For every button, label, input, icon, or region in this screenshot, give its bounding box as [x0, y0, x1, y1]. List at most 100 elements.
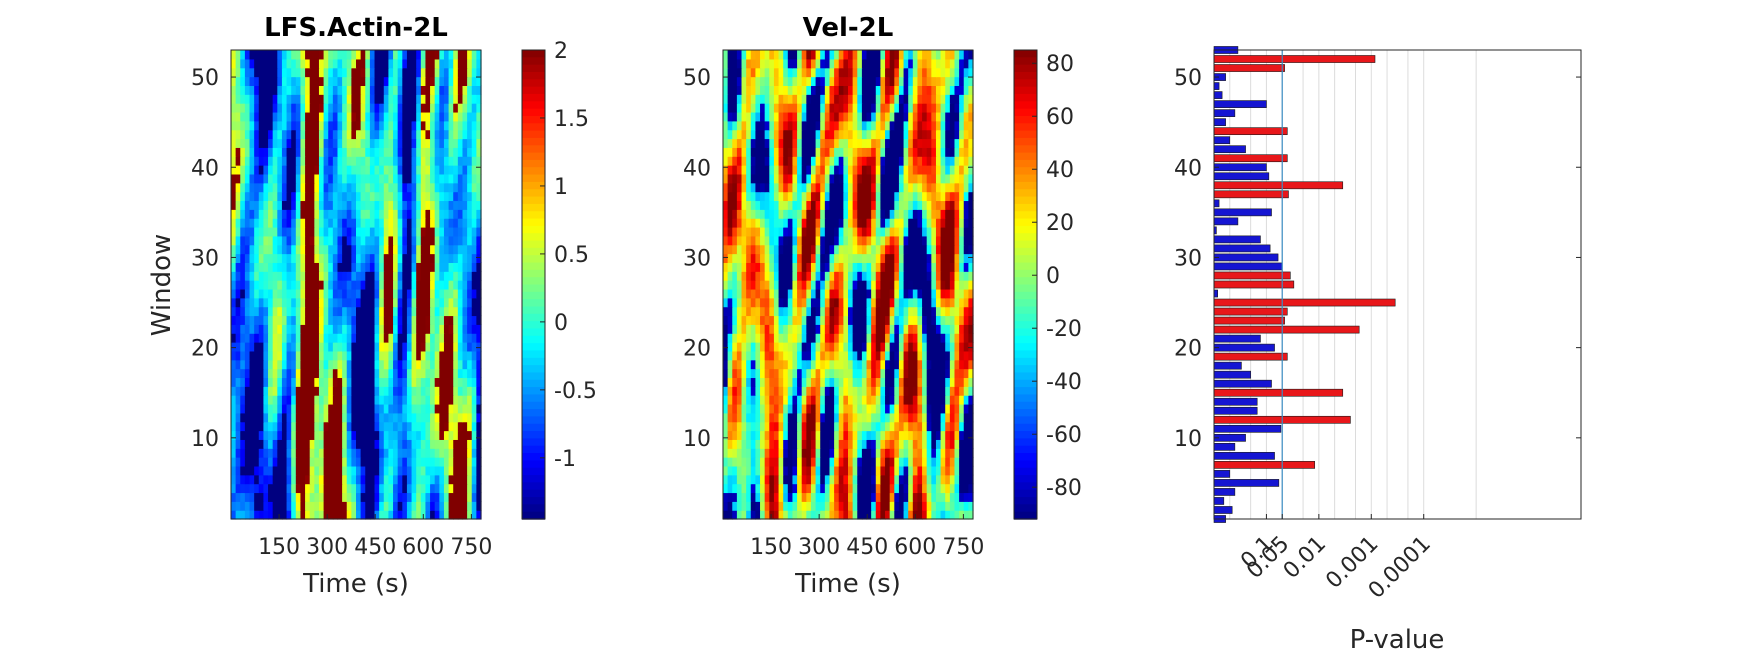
heatmap-cell [760, 501, 766, 511]
heatmap-cell [778, 324, 784, 334]
heatmap-cell [439, 395, 445, 405]
heatmap-cell [272, 253, 278, 263]
heatmap-cell [750, 288, 757, 299]
heatmap-cell [356, 173, 362, 184]
heatmap-cell [439, 421, 445, 432]
x-tick-label: 300 [306, 535, 348, 560]
heatmap-cell [806, 226, 812, 237]
heatmap-cell [912, 350, 919, 361]
heatmap-cell [727, 368, 733, 379]
heatmap-cell [397, 501, 403, 511]
heatmap-cell [471, 448, 477, 458]
heatmap-cell [393, 173, 399, 184]
heatmap-cell [783, 226, 789, 237]
heatmap-cell [328, 129, 334, 140]
heatmap-cell [783, 457, 789, 467]
heatmap-cell [332, 218, 339, 228]
heatmap-cell [889, 359, 895, 370]
heatmap-cell [268, 209, 274, 219]
heatmap-cell [861, 218, 868, 228]
heatmap-cell [383, 457, 390, 467]
heatmap-cell [760, 395, 766, 405]
heatmap-cell [769, 395, 775, 405]
heatmap-cell [346, 288, 352, 299]
heatmap-cell [272, 94, 278, 104]
heatmap-cell [263, 483, 269, 494]
heatmap-cell [746, 280, 752, 290]
heatmap-cell [727, 288, 733, 299]
heatmap-cell [949, 271, 956, 281]
heatmap-cell [406, 342, 413, 352]
heatmap-cell [420, 262, 427, 272]
heatmap-cell [295, 85, 302, 95]
heatmap-cell [434, 200, 440, 210]
heatmap-cell [769, 483, 775, 494]
heatmap-cell [439, 288, 445, 299]
heatmap-cell [277, 253, 283, 263]
heatmap-cell [797, 412, 803, 423]
heatmap-cell [397, 218, 403, 228]
heatmap-cell [908, 395, 914, 405]
heatmap-cell [764, 465, 770, 476]
heatmap-cell [291, 359, 297, 370]
heatmap-cell [935, 262, 942, 272]
heatmap-cell [462, 421, 468, 432]
heatmap-cell [448, 510, 454, 520]
y-tick-label: 30 [191, 246, 219, 271]
heatmap-cell [898, 386, 905, 396]
heatmap-cell [300, 253, 306, 263]
heatmap-cell [272, 280, 278, 290]
heatmap-cell [263, 85, 269, 95]
heatmap-cell [318, 156, 325, 166]
heatmap-cell [430, 244, 436, 255]
heatmap-cell [439, 147, 445, 157]
heatmap-cell [365, 226, 371, 237]
heatmap-cell [898, 483, 905, 494]
heatmap-cell [240, 58, 246, 69]
heatmap-cell [476, 85, 482, 95]
heatmap-cell [829, 235, 835, 246]
heatmap-cell [880, 350, 886, 361]
heatmap-cell [810, 271, 817, 281]
heatmap-cell [917, 474, 923, 485]
heatmap-cell [843, 235, 849, 246]
heatmap-cell [773, 412, 780, 423]
heatmap-cell [448, 324, 454, 334]
heatmap-cell [801, 315, 807, 325]
heatmap-cell [922, 333, 928, 343]
heatmap-cell [852, 377, 858, 387]
heatmap-cell [448, 156, 454, 166]
heatmap-cell [806, 315, 812, 325]
heatmap-cell [727, 510, 733, 520]
heatmap-cell [861, 288, 868, 299]
heatmap-cell [935, 288, 942, 299]
heatmap-cell [922, 324, 928, 334]
heatmap-cell [467, 173, 473, 184]
heatmap-cell [857, 297, 863, 308]
heatmap-cell [727, 492, 733, 502]
heatmap-cell [240, 439, 246, 449]
heatmap-cell [949, 457, 956, 467]
heatmap-cell [374, 235, 380, 246]
heatmap-cell [448, 306, 454, 317]
heatmap-cell [360, 120, 366, 131]
heatmap-cell [820, 421, 826, 432]
heatmap-cell [736, 368, 743, 379]
heatmap-cell [369, 200, 376, 210]
heatmap-cell [848, 262, 854, 272]
heatmap-cell [769, 209, 775, 219]
heatmap-cell [295, 173, 302, 184]
heatmap-cell [328, 306, 334, 317]
heatmap-cell [268, 483, 274, 494]
heatmap-cell [263, 430, 269, 440]
heatmap-cell [235, 315, 241, 325]
heatmap-cell [342, 218, 348, 228]
heatmap-cell [309, 457, 315, 467]
heatmap-cell [462, 200, 468, 210]
heatmap-cell [388, 492, 394, 502]
heatmap-cell [778, 315, 784, 325]
heatmap-cell [797, 235, 803, 246]
heatmap-cell [908, 510, 914, 520]
heatmap-cell [272, 474, 278, 485]
heatmap-cell [736, 271, 743, 281]
